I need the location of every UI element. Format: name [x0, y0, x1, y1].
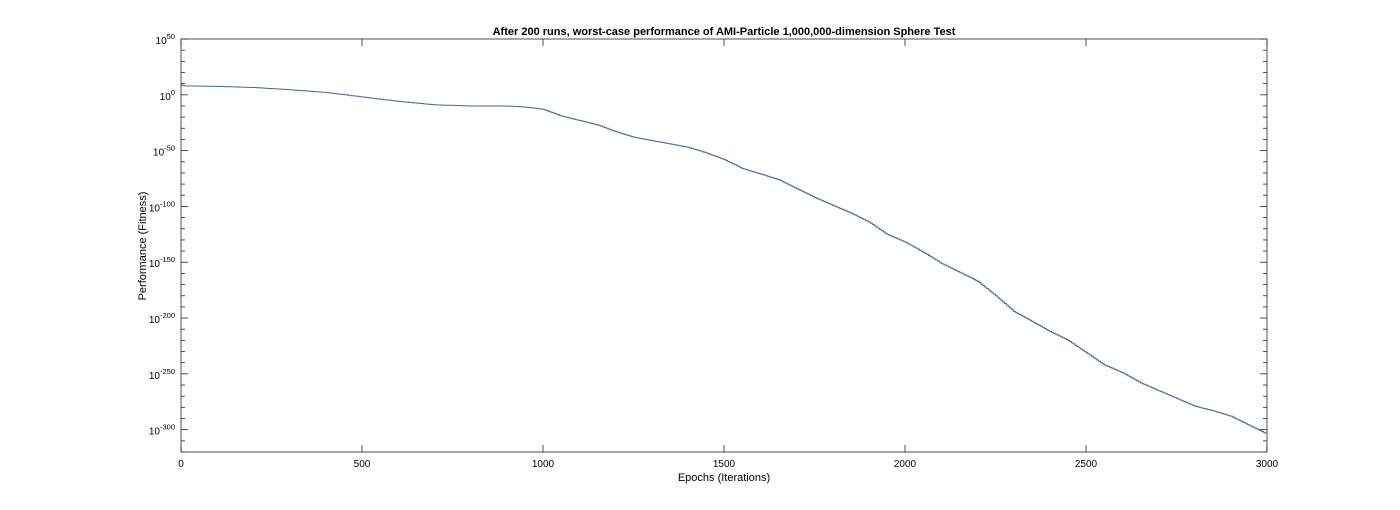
y-tick-label: 10-50 [153, 144, 175, 159]
chart-title: After 200 runs, worst-case performance o… [493, 26, 956, 38]
y-tick-label: 10-150 [149, 255, 175, 270]
y-tick-label: 1050 [156, 32, 175, 47]
series-line-0 [180, 84, 1268, 435]
y-tick-label: 10-100 [149, 199, 175, 214]
x-tick-label: 1000 [532, 459, 555, 470]
series-layer [180, 84, 1268, 435]
y-tick-label: 100 [160, 88, 175, 103]
x-tick-label: 2500 [1075, 459, 1098, 470]
x-axis-label: Epochs (Iterations) [678, 472, 770, 484]
x-tick-label: 500 [354, 459, 371, 470]
y-tick-label: 10-200 [149, 311, 175, 326]
y-axis-label: Performance (Fitness) [137, 192, 149, 301]
x-tick-label: 3000 [1256, 459, 1279, 470]
x-tick-label: 1500 [713, 459, 736, 470]
plot-frame [180, 38, 1268, 453]
x-tick-label: 2000 [894, 459, 917, 470]
x-tick-label: 0 [178, 459, 184, 470]
axes: 0 500 1000 1500 2000 2500 3000 1050 100 10-50 10-1… [149, 32, 1279, 470]
y-tick-label: 10-250 [149, 367, 175, 382]
y-tick-label: 10-300 [149, 423, 175, 438]
